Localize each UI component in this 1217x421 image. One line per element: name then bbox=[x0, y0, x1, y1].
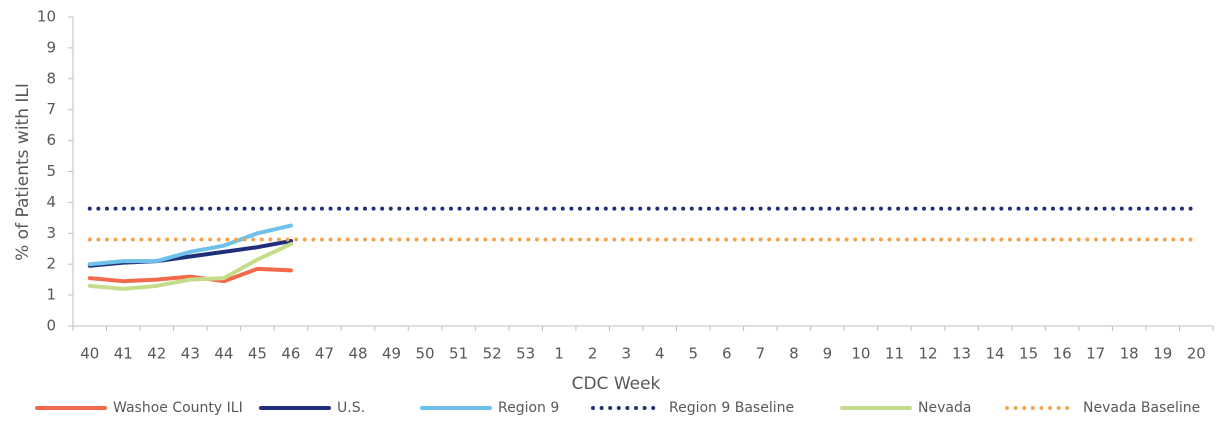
y-tick-label: 6 bbox=[46, 131, 56, 149]
y-tick-label: 8 bbox=[46, 69, 56, 87]
x-tick-label: 47 bbox=[315, 345, 334, 363]
x-tick-label: 15 bbox=[1019, 345, 1038, 363]
series-line bbox=[87, 242, 293, 291]
x-tick-label: 49 bbox=[382, 345, 401, 363]
legend-label: Nevada Baseline bbox=[1083, 400, 1200, 416]
legend-label: Region 9 Baseline bbox=[669, 400, 794, 416]
legend-label: Washoe County ILI bbox=[113, 400, 243, 416]
y-tick-label: 3 bbox=[46, 224, 56, 242]
x-tick-label: 16 bbox=[1053, 345, 1072, 363]
x-tick-label: 11 bbox=[885, 345, 904, 363]
x-tick-label: 45 bbox=[248, 345, 267, 363]
x-tick-label: 40 bbox=[80, 345, 99, 363]
legend-label: U.S. bbox=[337, 400, 365, 416]
x-tick-label: 7 bbox=[756, 345, 766, 363]
x-tick-label: 12 bbox=[918, 345, 937, 363]
y-axis-title: % of Patients with ILI bbox=[13, 83, 33, 261]
legend-label: Region 9 bbox=[498, 400, 559, 416]
x-tick-label: 18 bbox=[1120, 345, 1139, 363]
x-tick-label: 6 bbox=[722, 345, 732, 363]
x-tick-label: 1 bbox=[554, 345, 564, 363]
x-tick-label: 41 bbox=[114, 345, 133, 363]
x-tick-label: 9 bbox=[823, 345, 833, 363]
x-tick-label: 50 bbox=[416, 345, 435, 363]
legend-label: Nevada bbox=[918, 400, 971, 416]
x-tick-label: 4 bbox=[655, 345, 665, 363]
x-tick-label: 20 bbox=[1187, 345, 1206, 363]
x-tick-label: 10 bbox=[851, 345, 870, 363]
x-axis-title: CDC Week bbox=[572, 374, 661, 394]
x-tick-label: 8 bbox=[789, 345, 799, 363]
x-tick-label: 17 bbox=[1086, 345, 1105, 363]
y-tick-label: 9 bbox=[46, 38, 56, 56]
series-line bbox=[87, 223, 293, 267]
x-tick-label: 44 bbox=[214, 345, 233, 363]
x-tick-label: 19 bbox=[1153, 345, 1172, 363]
x-tick-label: 43 bbox=[181, 345, 200, 363]
x-tick-label: 48 bbox=[348, 345, 367, 363]
x-tick-label: 53 bbox=[516, 345, 535, 363]
x-tick-label: 2 bbox=[588, 345, 598, 363]
y-tick-label: 10 bbox=[37, 8, 56, 26]
y-tick-label: 4 bbox=[46, 193, 56, 211]
y-tick-label: 7 bbox=[46, 100, 56, 118]
y-tick-label: 5 bbox=[46, 162, 56, 180]
x-tick-label: 14 bbox=[986, 345, 1005, 363]
series-line bbox=[87, 266, 293, 284]
x-tick-label: 51 bbox=[449, 345, 468, 363]
x-tick-label: 13 bbox=[952, 345, 971, 363]
x-tick-label: 42 bbox=[147, 345, 166, 363]
x-tick-label: 52 bbox=[483, 345, 502, 363]
x-tick-label: 5 bbox=[689, 345, 699, 363]
y-tick-label: 2 bbox=[46, 255, 56, 273]
y-tick-label: 0 bbox=[46, 317, 56, 335]
y-tick-label: 1 bbox=[46, 286, 56, 304]
x-tick-label: 3 bbox=[621, 345, 631, 363]
x-tick-label: 46 bbox=[281, 345, 300, 363]
